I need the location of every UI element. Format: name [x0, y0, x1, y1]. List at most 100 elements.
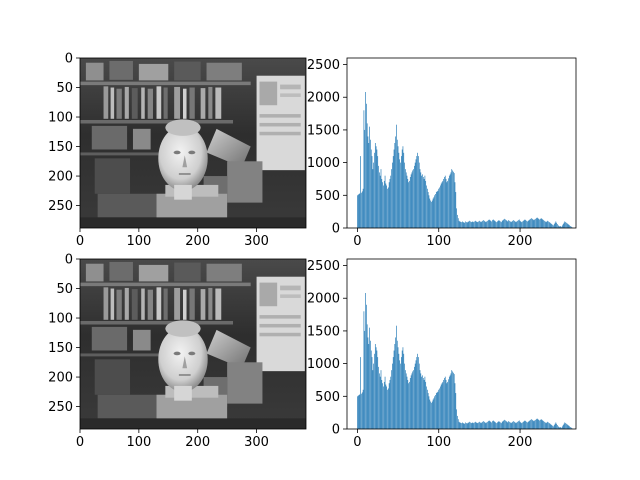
histogram-bar [557, 224, 558, 228]
histogram-bar [384, 175, 386, 228]
histogram-bar [526, 421, 527, 429]
histogram-bar [544, 221, 546, 228]
histogram-bar [444, 177, 445, 228]
histogram-bar [468, 221, 470, 228]
histogram-bar [496, 423, 497, 429]
histogram-bar [527, 220, 529, 228]
histogram-bar [491, 422, 492, 429]
y-tick-label: 500 [315, 390, 340, 405]
histogram-bar [435, 194, 436, 228]
histogram-bar [549, 222, 550, 228]
histogram-bar [479, 221, 481, 228]
histogram-bar [427, 192, 429, 228]
histogram-bar [476, 221, 478, 228]
histogram-bar [432, 198, 434, 228]
histogram-bar [531, 419, 532, 429]
histogram-bar [488, 220, 489, 228]
histogram-bar [396, 340, 398, 429]
histogram-bar [452, 170, 453, 228]
histogram-bar [496, 222, 497, 228]
histogram-bar [498, 220, 500, 228]
histogram-bar [500, 422, 501, 429]
histogram-bar [478, 221, 479, 228]
histogram-bar [398, 353, 400, 429]
histogram-bar [406, 175, 408, 228]
histogram-bar [440, 386, 441, 429]
histogram-bar [499, 220, 501, 228]
histogram-bar [385, 183, 387, 228]
histogram-bar [565, 222, 566, 228]
histogram-bar [371, 156, 373, 228]
histogram-bar [361, 191, 363, 228]
histogram-bar [361, 393, 362, 429]
histogram-bar [370, 139, 371, 228]
histogram-bar [422, 174, 423, 228]
histogram-bar [477, 222, 479, 228]
histogram-bar [570, 226, 571, 228]
histogram-bar [488, 420, 490, 429]
y-tick-label: 250 [48, 400, 73, 415]
histogram-bar [415, 159, 417, 228]
histogram-bar [557, 425, 558, 429]
histogram-bar [481, 221, 483, 228]
histogram-bar [524, 420, 526, 429]
histogram-bar [506, 421, 508, 429]
histogram-bar [412, 371, 414, 429]
histogram-bar [379, 175, 381, 228]
histogram-bar [362, 188, 364, 228]
histogram-bar [507, 221, 509, 228]
x-tick-label: 0 [76, 435, 84, 450]
histogram-bar [509, 421, 510, 429]
histogram-bar [406, 376, 408, 429]
histogram-bar [470, 422, 471, 429]
histogram-bar [435, 395, 436, 429]
histogram-bar [407, 379, 409, 429]
histogram-bar [507, 422, 509, 429]
histogram-bar [379, 373, 380, 429]
histogram-bar [422, 177, 424, 228]
histogram-bar [388, 383, 390, 429]
histogram-bar [490, 421, 492, 429]
histogram-bar [505, 219, 506, 228]
histogram-bar [515, 222, 517, 228]
histogram-bar [510, 423, 512, 429]
x-tick-label: 200 [508, 435, 533, 450]
histogram-bar [363, 110, 365, 228]
histogram-bar [378, 366, 379, 429]
histogram-bar [512, 220, 514, 228]
y-tick-label: 2500 [307, 259, 340, 274]
histogram-bar [550, 424, 552, 429]
histogram-bar [537, 218, 539, 228]
histogram-bar [401, 357, 402, 429]
histogram-bar [427, 389, 428, 429]
histogram-bar [423, 178, 425, 228]
histogram-bar [562, 426, 563, 429]
histogram-bar [535, 218, 536, 228]
histogram-bar [395, 136, 396, 228]
histogram-bar [494, 421, 496, 429]
histogram-bar [555, 221, 557, 228]
histogram-bar [533, 220, 535, 228]
histogram-bar [418, 357, 419, 429]
histogram-bar [550, 223, 552, 228]
histogram-bar [570, 427, 571, 429]
histogram-bar [444, 378, 445, 429]
histogram-bar [418, 363, 420, 429]
histogram-bar [358, 395, 360, 429]
histogram-bar [535, 419, 536, 429]
histogram-bar [418, 162, 420, 228]
histogram-bar [387, 187, 389, 228]
histogram-bar [431, 402, 432, 429]
histogram-bar [521, 222, 522, 228]
histogram-bar [463, 222, 465, 228]
histogram-bar [419, 370, 421, 429]
histogram-bar [441, 182, 443, 228]
histogram-bar [488, 421, 489, 429]
histogram-bar [376, 350, 378, 429]
histogram-bar [374, 152, 375, 228]
histogram-bar [462, 222, 464, 228]
histogram-bar [495, 422, 496, 429]
histogram-bar [525, 421, 527, 429]
histogram-bar [564, 221, 566, 228]
